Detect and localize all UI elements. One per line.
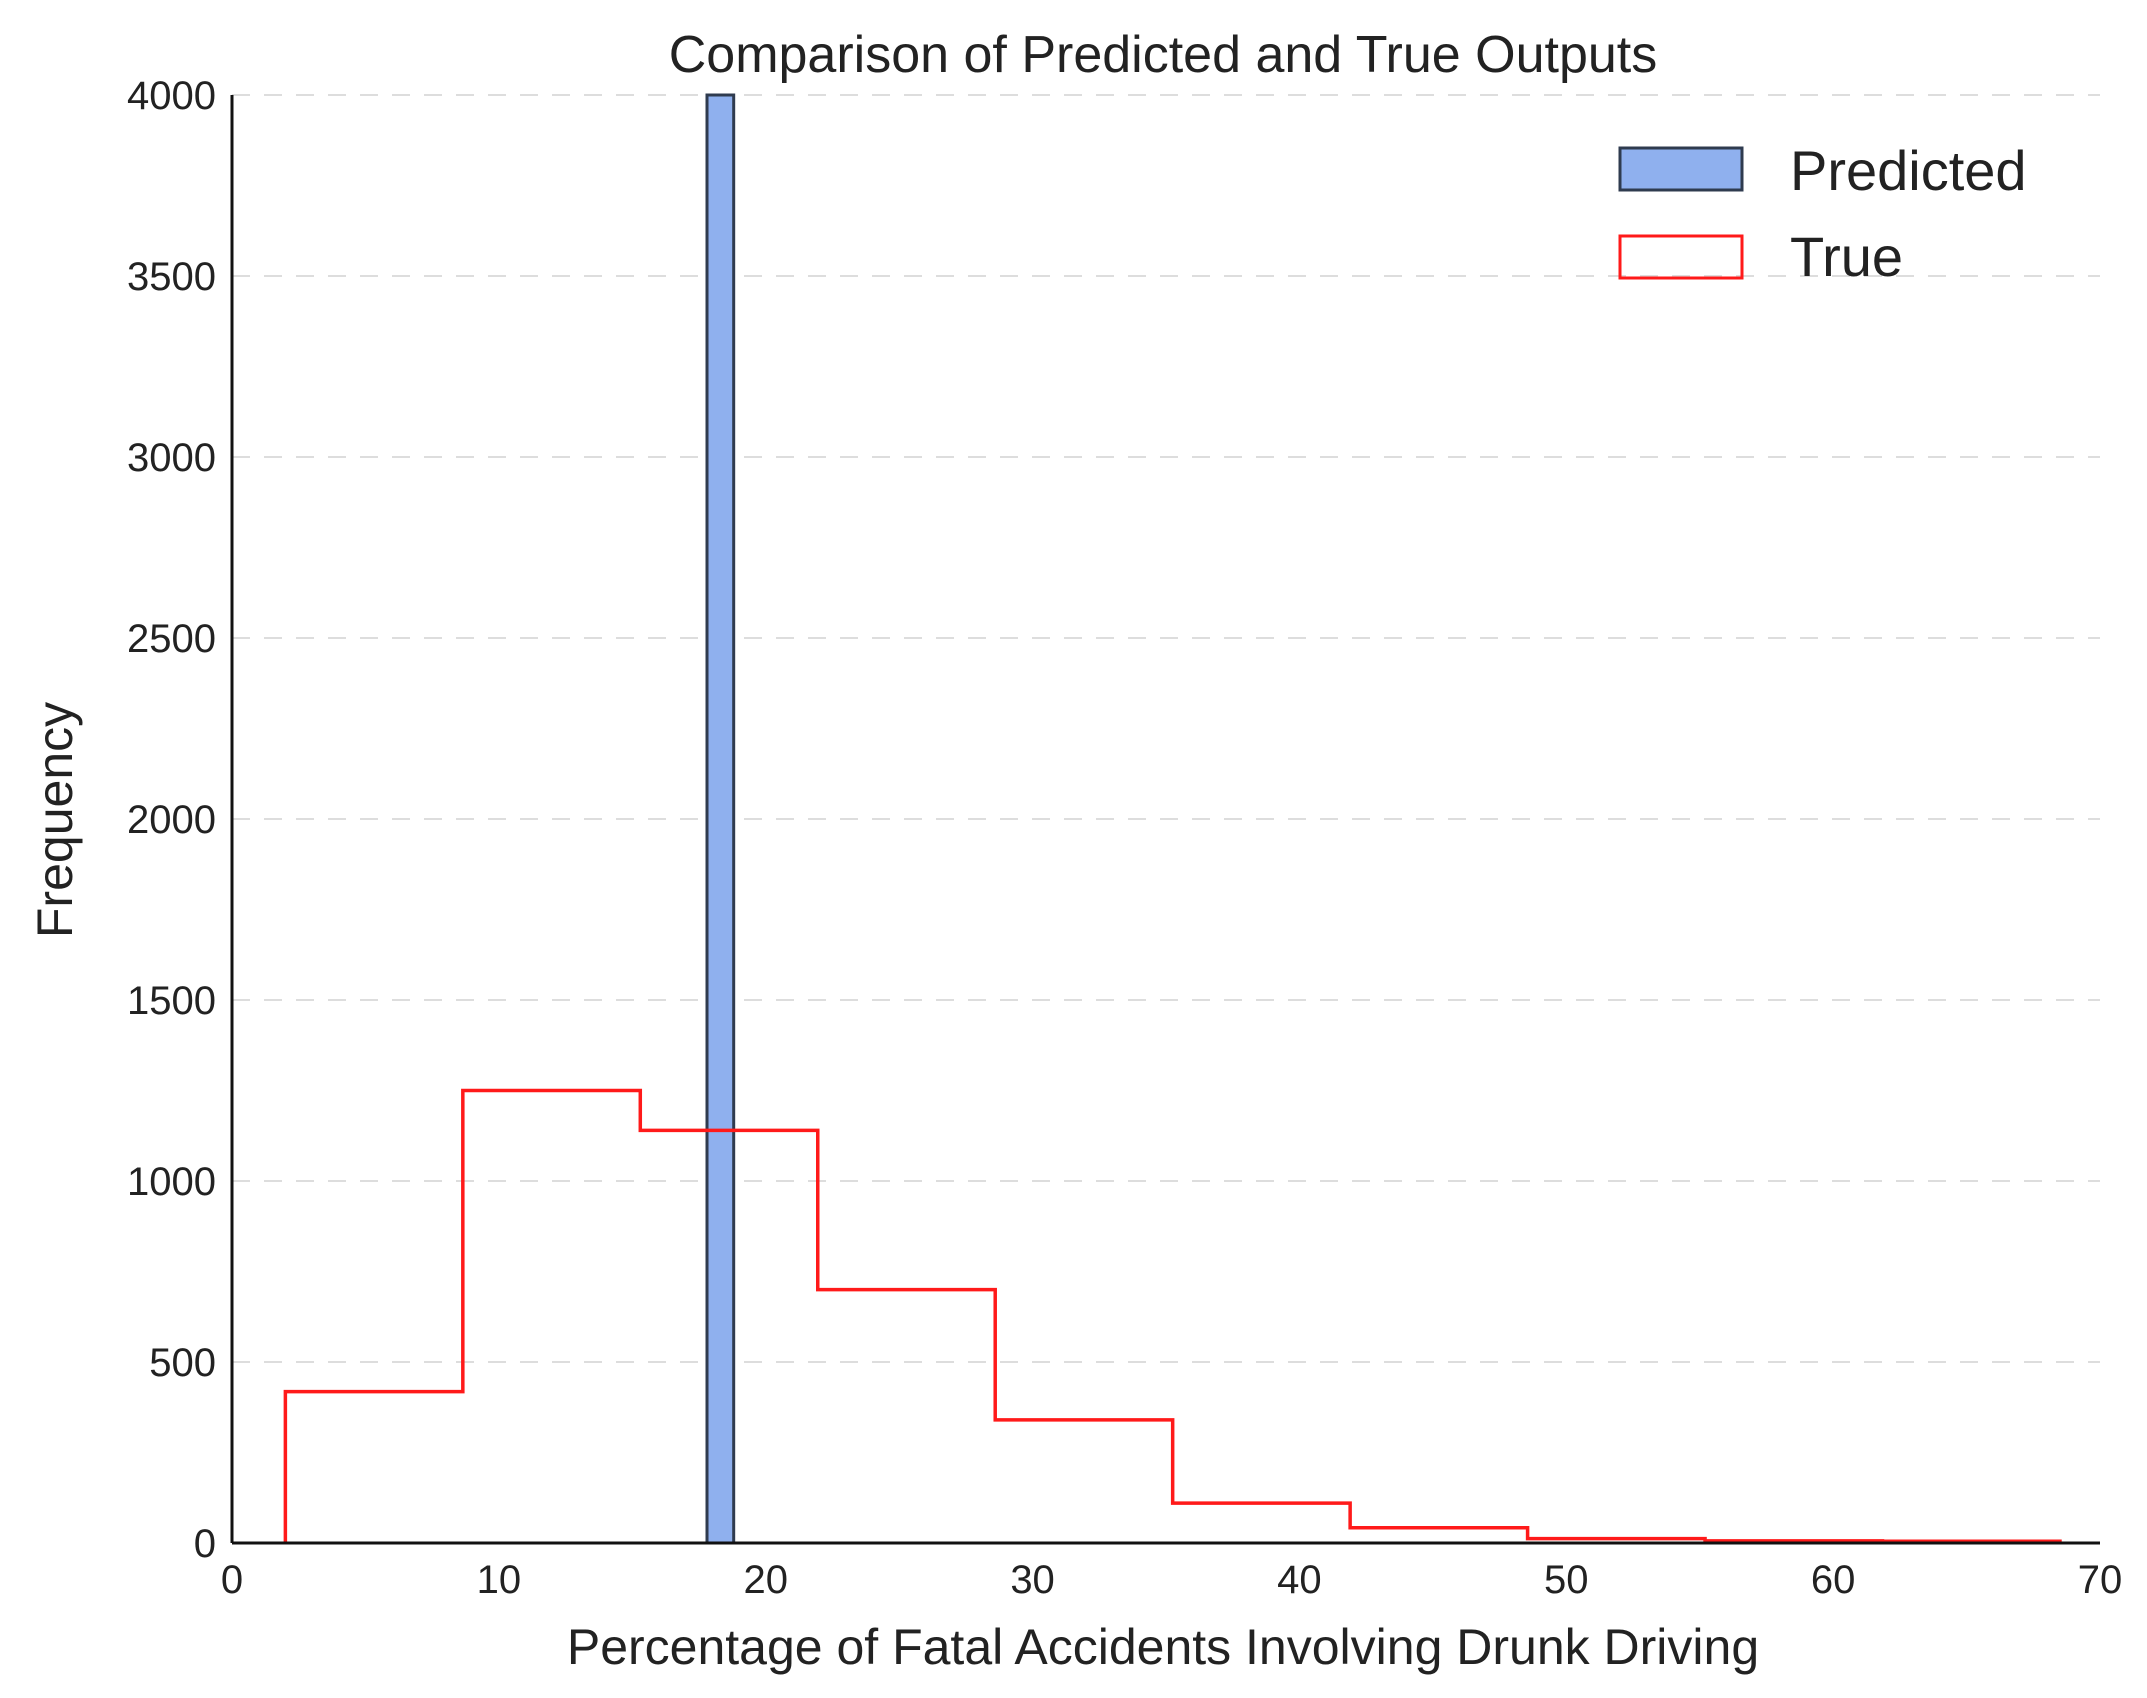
grid-lines xyxy=(232,94,2100,1363)
axes xyxy=(230,95,2100,1545)
predicted-bar xyxy=(705,93,736,1545)
y-tick-label: 2000 xyxy=(127,798,216,842)
y-tick-label: 4000 xyxy=(127,74,216,118)
x-axis-label: Percentage of Fatal Accidents Involving … xyxy=(567,1619,1759,1675)
legend-swatch-predicted xyxy=(1618,146,1744,192)
true-series xyxy=(283,1088,2062,1543)
true-step-line xyxy=(283,1088,2062,1543)
y-tick-label: 3000 xyxy=(127,436,216,480)
legend: Predicted True xyxy=(1618,139,2027,288)
x-tick-label: 0 xyxy=(221,1558,243,1602)
x-tick-label: 70 xyxy=(2078,1558,2123,1602)
legend-label-true: True xyxy=(1790,225,1903,288)
x-tick-label: 10 xyxy=(477,1558,522,1602)
x-tick-label: 60 xyxy=(1811,1558,1856,1602)
y-tick-label: 1000 xyxy=(127,1160,216,1204)
legend-label-predicted: Predicted xyxy=(1790,139,2027,202)
x-tick-label: 40 xyxy=(1277,1558,1322,1602)
chart-title: Comparison of Predicted and True Outputs xyxy=(669,26,1658,84)
y-tick-label: 500 xyxy=(149,1341,216,1385)
legend-swatch-true xyxy=(1618,234,1744,280)
y-ticks: 0 500 1000 1500 2000 2500 3000 3500 4000 xyxy=(127,74,216,1566)
x-tick-label: 30 xyxy=(1010,1558,1055,1602)
y-tick-label: 1500 xyxy=(127,979,216,1023)
x-tick-label: 20 xyxy=(743,1558,788,1602)
y-axis-label: Frequency xyxy=(27,702,83,938)
y-tick-label: 3500 xyxy=(127,255,216,299)
x-tick-label: 50 xyxy=(1544,1558,1589,1602)
x-ticks: 0 10 20 30 40 50 60 70 xyxy=(221,1558,2122,1602)
y-tick-label: 2500 xyxy=(127,617,216,661)
predicted-series xyxy=(705,93,736,1545)
y-tick-label: 0 xyxy=(194,1522,216,1566)
